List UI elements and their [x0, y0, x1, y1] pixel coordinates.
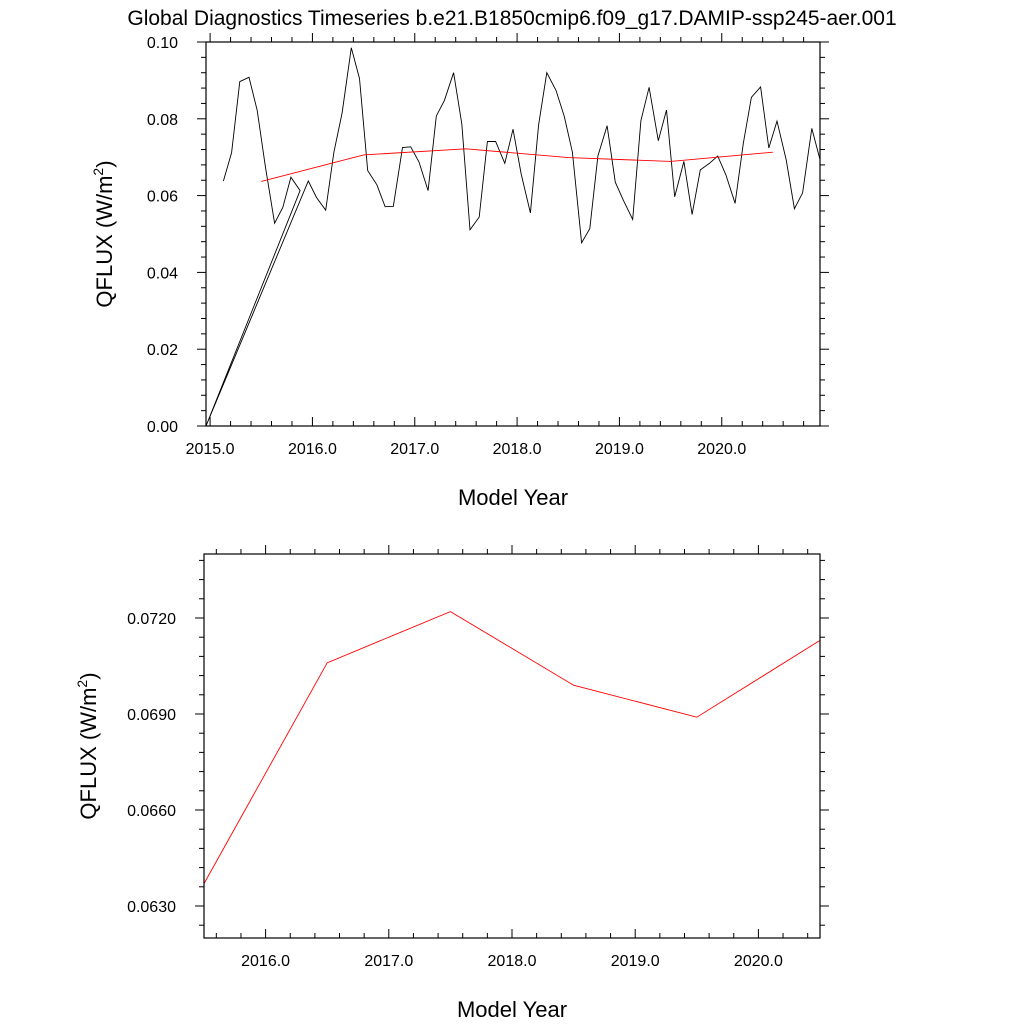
bottom-x-axis-label: Model Year	[457, 997, 567, 1022]
bottom-y-tick-label: 0.0690	[127, 707, 176, 724]
figure-title: Global Diagnostics Timeseries b.e21.B185…	[127, 7, 896, 30]
top-x-tick-label: 2018.0	[493, 441, 542, 458]
top-y-tick-label: 0.10	[147, 35, 178, 52]
bottom-panel-marks	[203, 611, 821, 884]
top-y-tick-label: 0.08	[147, 112, 178, 129]
top-y-tick-label: 0.06	[147, 189, 178, 206]
bottom-x-tick-label: 2018.0	[488, 953, 537, 970]
top-y-tick-label: 0.04	[147, 265, 178, 282]
top-y-axis-label: QFLUX (W/m2)	[90, 160, 117, 307]
top-y-tick-label: 0.02	[147, 342, 178, 359]
bottom-y-tick-label: 0.0720	[127, 611, 176, 628]
top-timeseries-panel: 2015.0 2016.0 2017.0 2018.0 2019.0 2020.0 0.00…	[90, 33, 829, 510]
top-y-label-main: QFLUX (W/m	[92, 176, 117, 308]
top-y-tick-label: 0.00	[147, 419, 178, 436]
bottom-annual-panel: 2016.0 2017.0 2018.0 2019.0 2020.0 0.0630 0.06…	[74, 545, 829, 1022]
top-x-tick-label: 2017.0	[390, 441, 439, 458]
top-x-tick-label: 2020.0	[697, 441, 746, 458]
top-y-label-close: )	[92, 160, 117, 167]
top-x-axis-label: Model Year	[458, 485, 568, 510]
bottom-series-annual-mean-line	[203, 611, 821, 884]
bottom-x-tick-label: 2017.0	[364, 953, 413, 970]
top-y-label-superscript: 2	[90, 168, 106, 176]
top-x-tick-label: 2015.0	[186, 441, 235, 458]
bottom-y-label-close: )	[76, 672, 101, 679]
top-x-tick-label: 2019.0	[595, 441, 644, 458]
bottom-y-label-superscript: 2	[74, 680, 90, 688]
bottom-x-tick-label: 2019.0	[611, 953, 660, 970]
top-plot-frame	[205, 41, 821, 427]
bottom-x-tick-label: 2016.0	[241, 953, 290, 970]
bottom-panel-ticks: 2016.0 2017.0 2018.0 2019.0 2020.0 0.0630 0.06…	[127, 545, 829, 970]
top-series-monthly-line	[205, 47, 821, 427]
bottom-y-axis-label: QFLUX (W/m2)	[74, 672, 101, 819]
top-panel-marks	[205, 47, 821, 427]
top-series-annual-mean-line	[261, 148, 773, 182]
bottom-x-tick-label: 2020.0	[734, 953, 783, 970]
bottom-y-label-main: QFLUX (W/m	[76, 688, 101, 820]
bottom-y-tick-label: 0.0660	[127, 803, 176, 820]
bottom-plot-frame	[203, 553, 821, 939]
top-panel-ticks: 2015.0 2016.0 2017.0 2018.0 2019.0 2020.0 0.00…	[147, 33, 829, 458]
top-x-tick-label: 2016.0	[288, 441, 337, 458]
bottom-y-tick-label: 0.0630	[127, 899, 176, 916]
